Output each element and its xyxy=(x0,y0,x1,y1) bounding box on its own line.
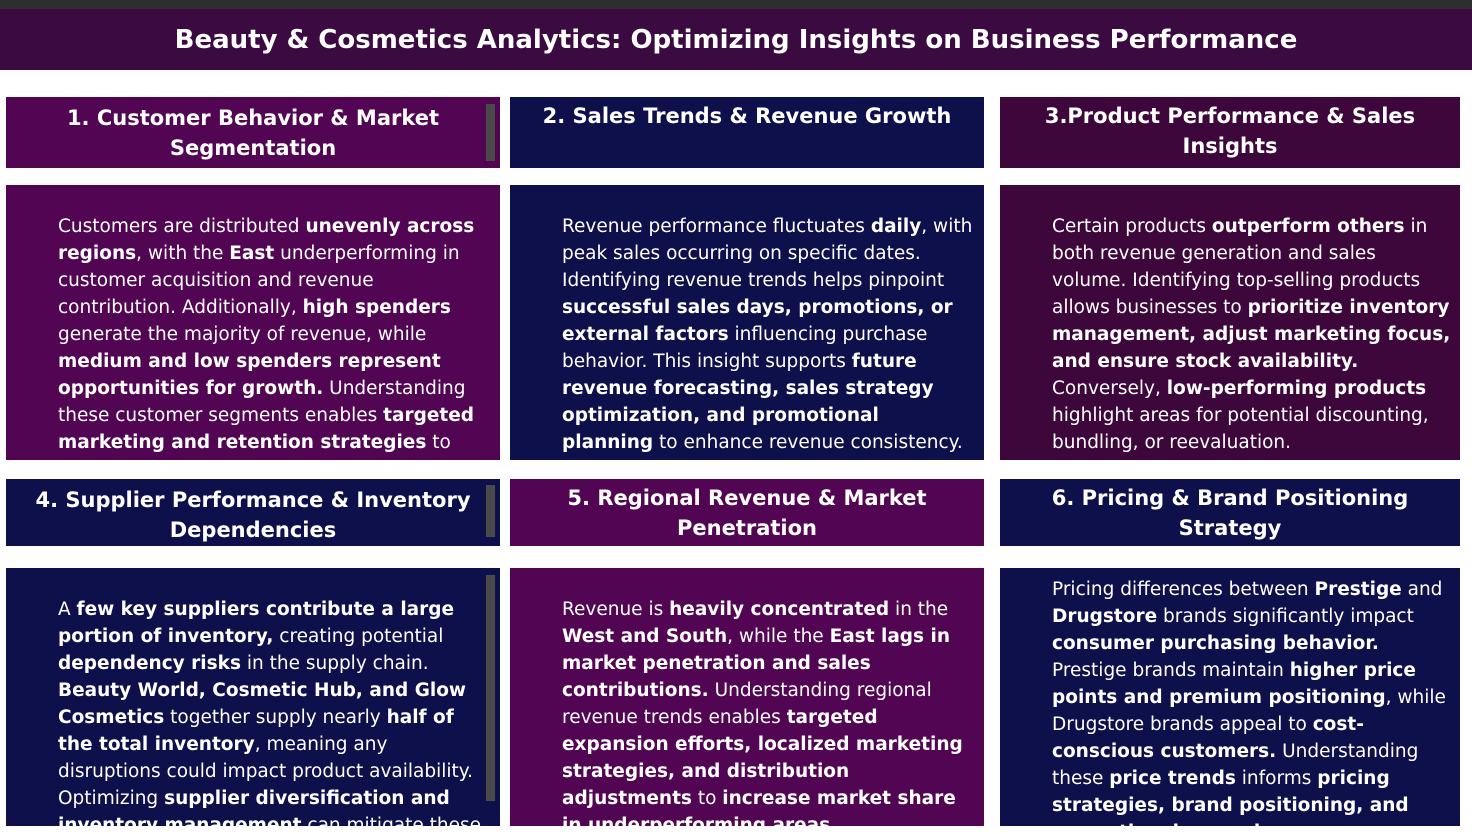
card-5-heading: 5. Regional Revenue & Market Penetration xyxy=(510,479,984,546)
card-4-body[interactable]: A few key suppliers contribute a large p… xyxy=(6,568,500,826)
card-4-heading: 4. Supplier Performance & Inventory Depe… xyxy=(6,479,500,546)
card-6-body: Pricing differences between Prestige and… xyxy=(1000,568,1460,826)
scrollbar-thumb[interactable] xyxy=(486,575,495,801)
top-strip xyxy=(0,0,1472,9)
page-title: Beauty & Cosmetics Analytics: Optimizing… xyxy=(0,9,1472,70)
card-2-heading: 2. Sales Trends & Revenue Growth xyxy=(510,97,984,168)
card-5-body: Revenue is heavily concentrated in the W… xyxy=(510,568,984,826)
card-1-heading: 1. Customer Behavior & Market Segmentati… xyxy=(6,97,500,168)
card-1-body: Customers are distributed unevenly acros… xyxy=(6,185,500,460)
card-3-heading: 3.Product Performance & Sales Insights xyxy=(1000,97,1460,168)
card-3-body: Certain products outperform others in bo… xyxy=(1000,185,1460,460)
scrollbar-thumb[interactable] xyxy=(486,104,495,161)
card-2-body: Revenue performance fluctuates daily, wi… xyxy=(510,185,984,460)
card-6-heading: 6. Pricing & Brand Positioning Strategy xyxy=(1000,479,1460,546)
scrollbar-thumb[interactable] xyxy=(486,485,495,537)
